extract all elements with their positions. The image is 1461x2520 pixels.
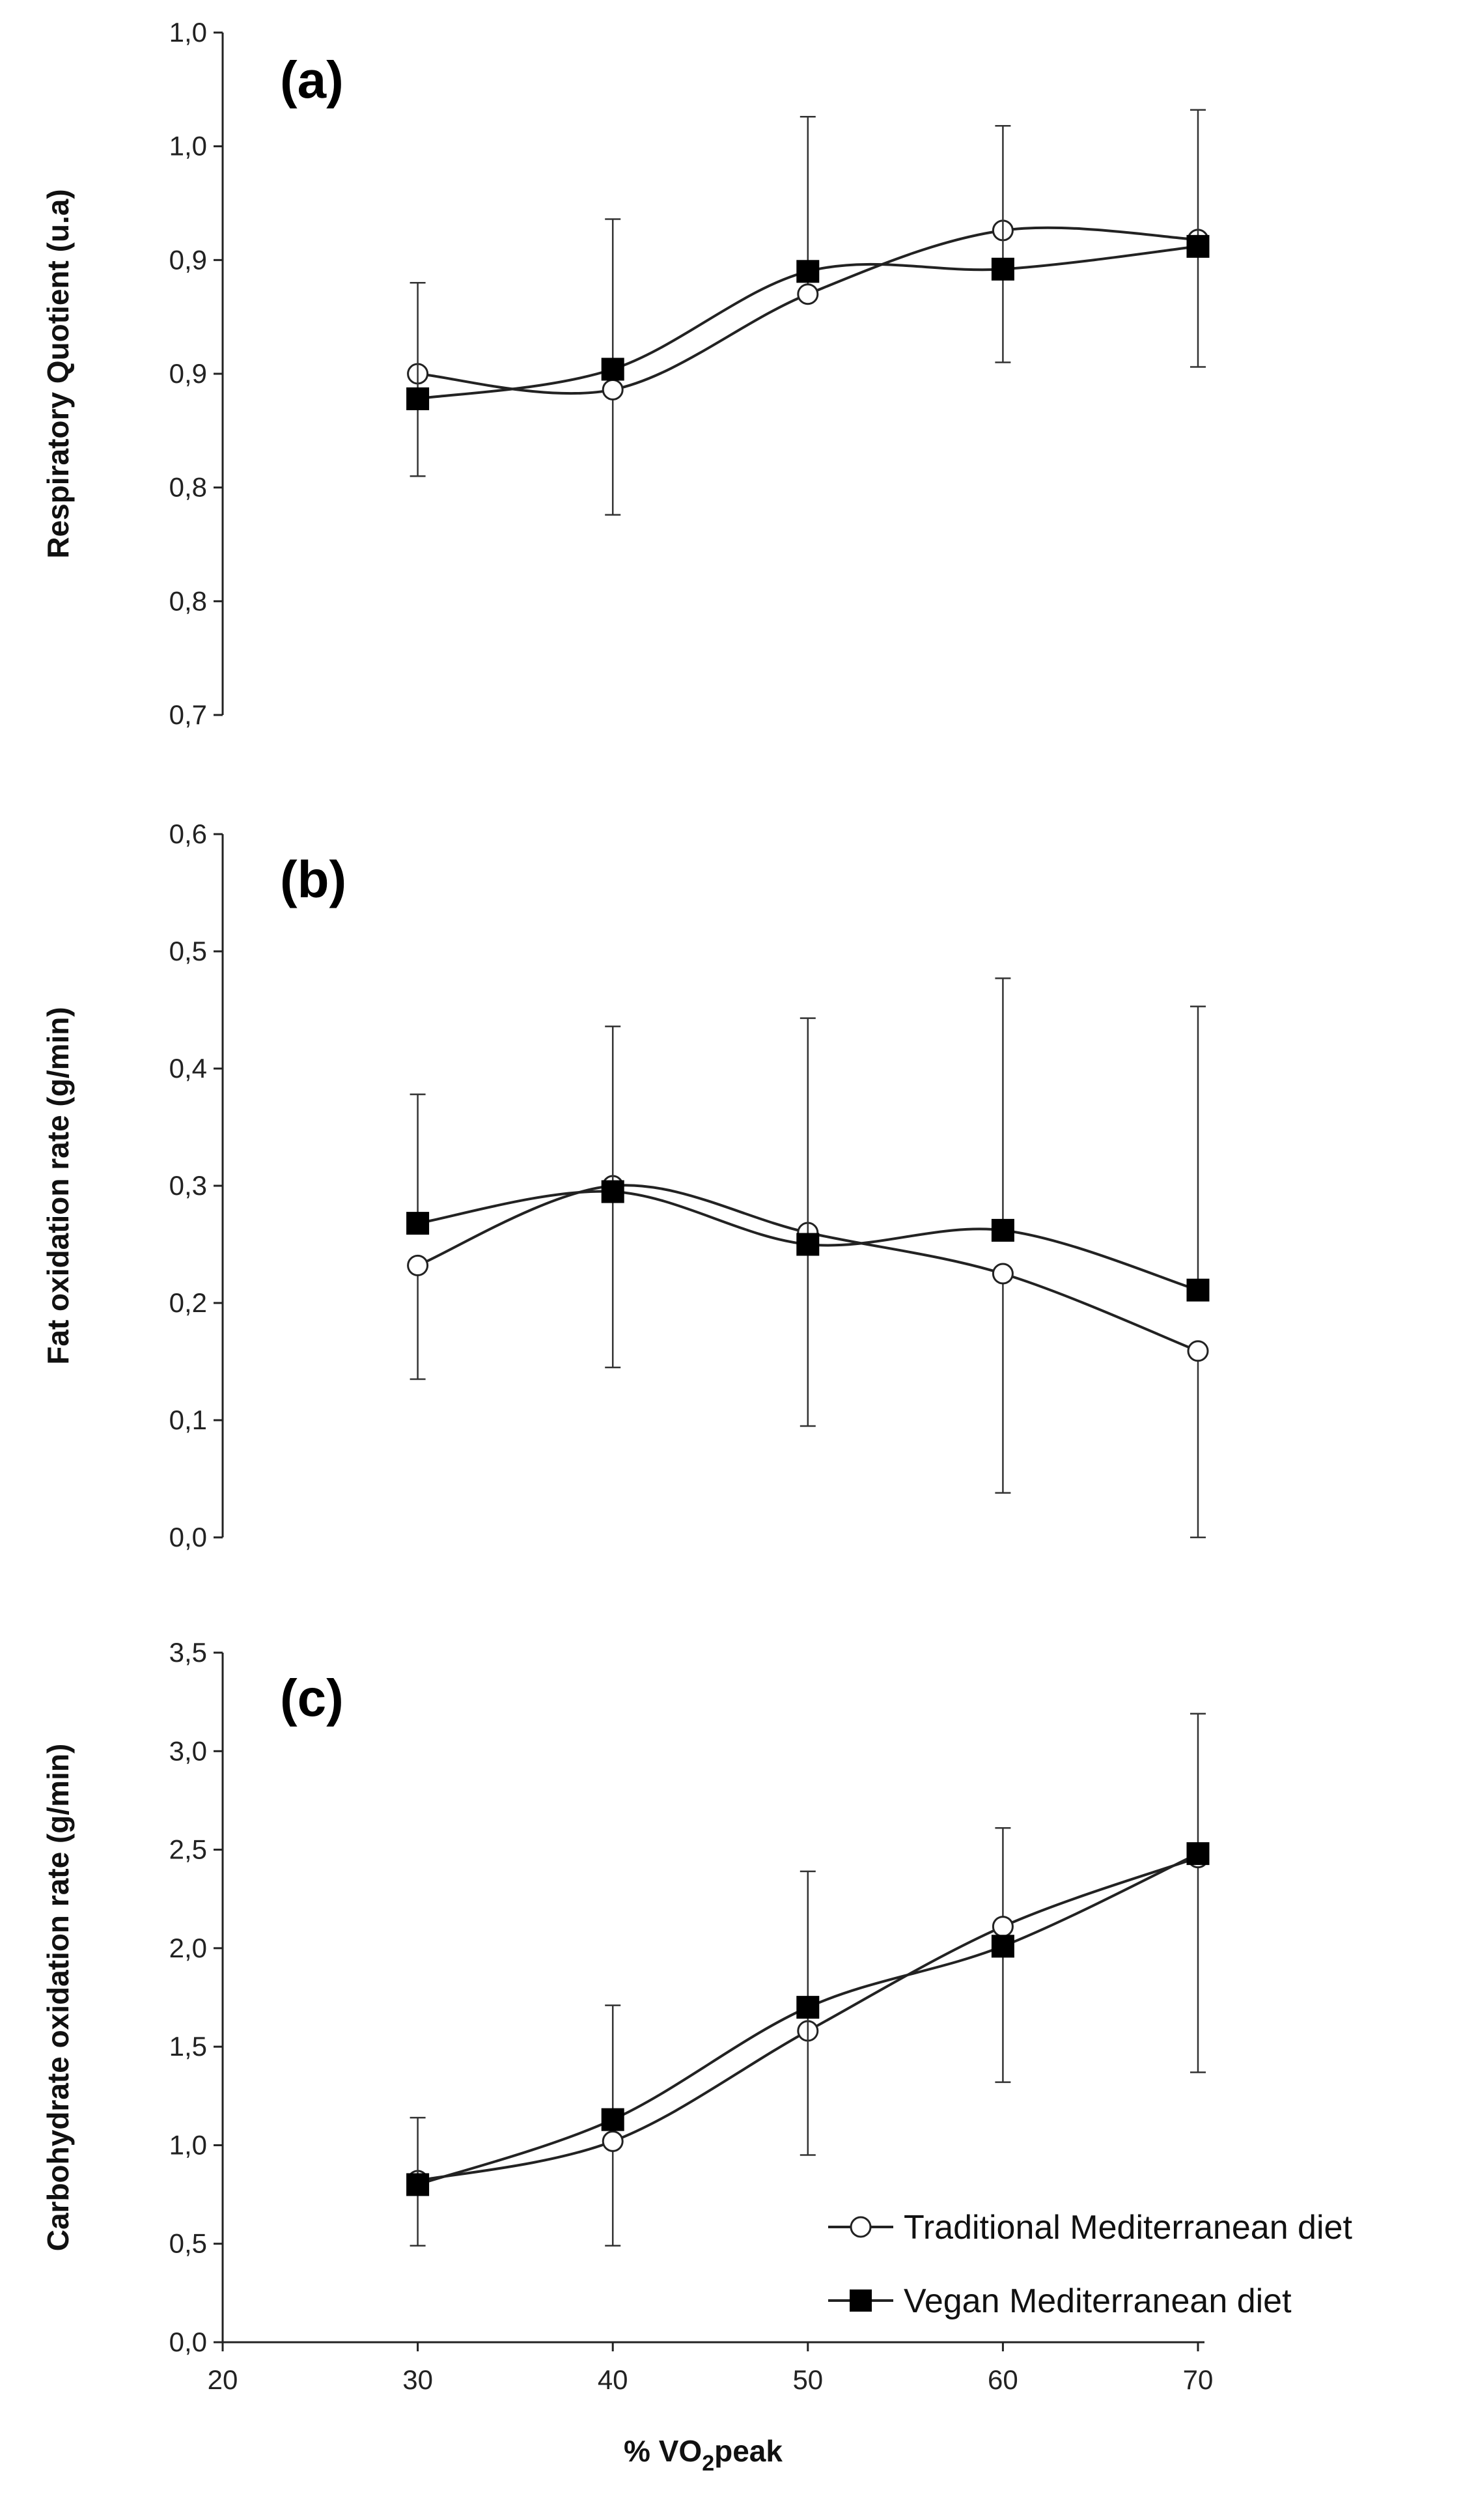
y-tick-label: 0,0 (169, 1522, 207, 1552)
data-point-square (796, 1996, 820, 2019)
y-axis-title: Carbohydrate oxidation rate (g/min) (41, 1744, 75, 2252)
data-point-square (406, 1212, 430, 1235)
y-tick-label: 1,0 (169, 131, 207, 161)
y-tick-label: 1,0 (169, 2129, 207, 2160)
panel-label: (c) (280, 1669, 344, 1727)
data-point-square (1186, 1842, 1210, 1866)
data-point-circle (797, 283, 819, 305)
y-tick-label: 0,8 (169, 472, 207, 503)
y-tick-label: 0,8 (169, 585, 207, 616)
data-point-square (1186, 234, 1210, 258)
legend-label: Vegan Mediterranean diet (904, 2282, 1292, 2320)
chart-panel-3: 0,0 0,5 1,0 1,5 2,0 2,5 3,0 3,5 20 30 40 50 60 70 Carb… (41, 1637, 1213, 2395)
x-tick-label: 50 (792, 2364, 823, 2395)
legend: Traditional Mediterranean diet Vegan Medi… (828, 2209, 1352, 2320)
data-point-square (1186, 1278, 1210, 1302)
legend-item: Vegan Mediterranean diet (828, 2282, 1292, 2320)
legend-marker-circle (850, 2216, 872, 2238)
y-tick-label: 3,5 (169, 1637, 207, 1668)
series-traditional (407, 116, 1209, 516)
x-tick-label: 20 (208, 2364, 238, 2395)
series-vegan (406, 1713, 1210, 2196)
legend-marker-square (850, 2289, 872, 2312)
y-tick-label: 0,9 (169, 244, 207, 275)
y-tick-label: 0,9 (169, 358, 207, 389)
panel-label: (b) (280, 850, 346, 908)
data-point-square (796, 1233, 820, 1256)
y-tick-label: 2,0 (169, 1933, 207, 1963)
x-tick-label: 60 (988, 2364, 1018, 2395)
data-point-square (991, 1218, 1014, 1242)
data-point-square (796, 260, 820, 283)
data-point-circle (602, 378, 624, 400)
data-point-circle (992, 1263, 1014, 1285)
y-axis-title: Respiratory Quotient (u.a) (41, 189, 75, 558)
y-tick-label: 1,5 (169, 2031, 207, 2062)
legend-item: Traditional Mediterranean diet (828, 2209, 1352, 2247)
series-vegan (406, 109, 1210, 477)
y-tick-label: 0,7 (169, 699, 207, 730)
chart-panel-1: 0,7 0,8 0,8 0,9 0,9 1,0 1,0 Respiratory Quotien… (41, 17, 1210, 730)
y-tick-label: 2,5 (169, 1834, 207, 1865)
data-point-square (991, 1935, 1014, 1958)
y-tick-label: 0,0 (169, 2327, 207, 2357)
y-axis-title: Fat oxidation rate (g/min) (41, 1007, 75, 1364)
y-tick-label: 0,5 (169, 936, 207, 966)
x-tick-label: 70 (1183, 2364, 1214, 2395)
data-point-square (601, 2108, 624, 2131)
y-tick-label: 0,5 (169, 2228, 207, 2259)
x-axis-title-subscript: 2 (702, 2451, 714, 2476)
y-tick-label: 0,6 (169, 819, 207, 849)
data-point-circle (407, 1254, 429, 1276)
data-point-circle (992, 1916, 1014, 1938)
x-axis-title-main: % VO (624, 2434, 702, 2468)
y-tick-label: 0,2 (169, 1287, 207, 1318)
x-tick-label: 30 (402, 2364, 433, 2395)
x-axis-title-tail: peak (714, 2434, 783, 2468)
data-point-square (991, 257, 1014, 281)
x-axis-title: % VO2peak (624, 2434, 783, 2476)
series-vegan (406, 977, 1210, 1427)
panel-label: (a) (280, 51, 344, 109)
data-point-square (601, 1180, 624, 1203)
data-point-circle (1187, 1340, 1209, 1362)
y-tick-label: 3,0 (169, 1735, 207, 1766)
data-point-circle (602, 2130, 624, 2152)
y-tick-label: 1,0 (169, 17, 207, 48)
data-point-square (406, 2173, 430, 2196)
x-tick-label: 40 (598, 2364, 628, 2395)
y-tick-label: 0,3 (169, 1170, 207, 1201)
data-point-square (406, 387, 430, 410)
legend-label: Traditional Mediterranean diet (904, 2209, 1352, 2247)
chart-panel-2: 0,0 0,1 0,2 0,3 0,4 0,5 0,6 Fat oxidation rate … (41, 819, 1210, 1552)
y-tick-label: 0,1 (169, 1405, 207, 1435)
y-tick-label: 0,4 (169, 1053, 207, 1084)
data-point-square (601, 357, 624, 381)
